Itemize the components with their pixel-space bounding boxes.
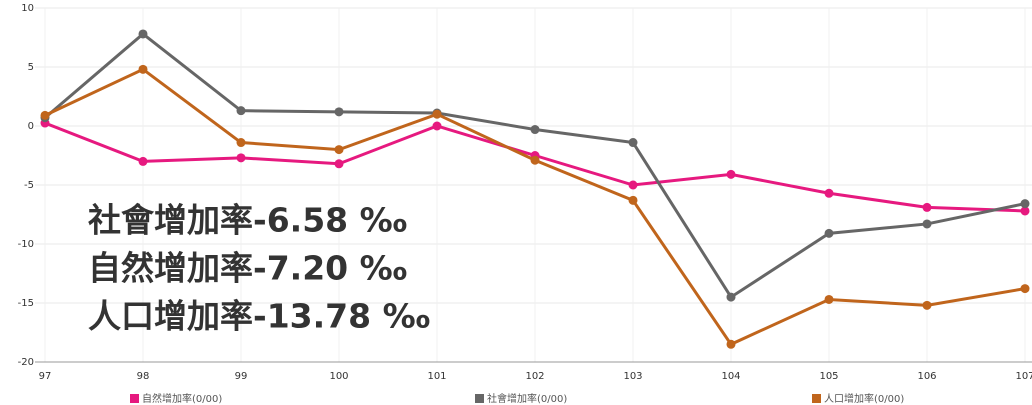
data-point — [1020, 206, 1030, 216]
legend-label: 人口增加率(0/00) — [824, 392, 904, 405]
data-point — [922, 202, 932, 212]
data-point — [824, 294, 834, 304]
y-tick-label: -10 — [18, 239, 34, 250]
data-point — [334, 107, 344, 117]
y-tick-label: -5 — [24, 180, 34, 191]
data-point — [138, 29, 148, 39]
data-point — [138, 64, 148, 74]
data-point — [726, 339, 736, 349]
x-tick-label: 104 — [721, 371, 740, 382]
x-tick-label: 101 — [427, 371, 446, 382]
data-point — [824, 228, 834, 238]
data-point — [628, 180, 638, 190]
x-tick-label: 99 — [235, 371, 248, 382]
data-point — [432, 121, 442, 131]
data-point — [922, 219, 932, 229]
data-point — [236, 153, 246, 163]
y-tick-label: 10 — [21, 3, 34, 14]
x-tick-label: 107 — [1015, 371, 1032, 382]
data-point — [530, 155, 540, 165]
x-tick-label: 102 — [525, 371, 544, 382]
data-point — [236, 106, 246, 116]
data-point — [138, 156, 148, 166]
legend-swatch — [130, 394, 139, 403]
x-tick-label: 103 — [623, 371, 642, 382]
legend-label: 社會增加率(0/00) — [487, 392, 567, 405]
data-point — [628, 138, 638, 148]
annotation: 人口增加率-13.78 ‰ — [88, 297, 430, 336]
annotation: 社會增加率-6.58 ‰ — [88, 201, 407, 240]
data-point — [726, 292, 736, 302]
data-point — [40, 110, 50, 120]
data-point — [334, 159, 344, 169]
data-point — [1020, 199, 1030, 209]
annotation: 自然增加率-7.20 ‰ — [88, 249, 407, 288]
legend-label: 自然增加率(0/00) — [142, 392, 222, 405]
x-tick-label: 97 — [39, 371, 52, 382]
x-tick-label: 100 — [329, 371, 348, 382]
legend-swatch — [812, 394, 821, 403]
data-point — [530, 125, 540, 135]
data-point — [726, 169, 736, 179]
data-point — [236, 138, 246, 148]
data-point — [922, 300, 932, 310]
x-tick-label: 105 — [819, 371, 838, 382]
data-point — [432, 109, 442, 119]
data-point — [824, 188, 834, 198]
data-point — [628, 195, 638, 205]
data-point — [334, 145, 344, 155]
y-tick-label: 5 — [28, 62, 34, 73]
data-point — [1020, 284, 1030, 294]
x-tick-label: 106 — [917, 371, 936, 382]
y-tick-label: 0 — [28, 121, 34, 132]
legend-swatch — [475, 394, 484, 403]
y-tick-label: -15 — [18, 298, 34, 309]
x-tick-label: 98 — [137, 371, 150, 382]
y-tick-label: -20 — [18, 357, 34, 368]
